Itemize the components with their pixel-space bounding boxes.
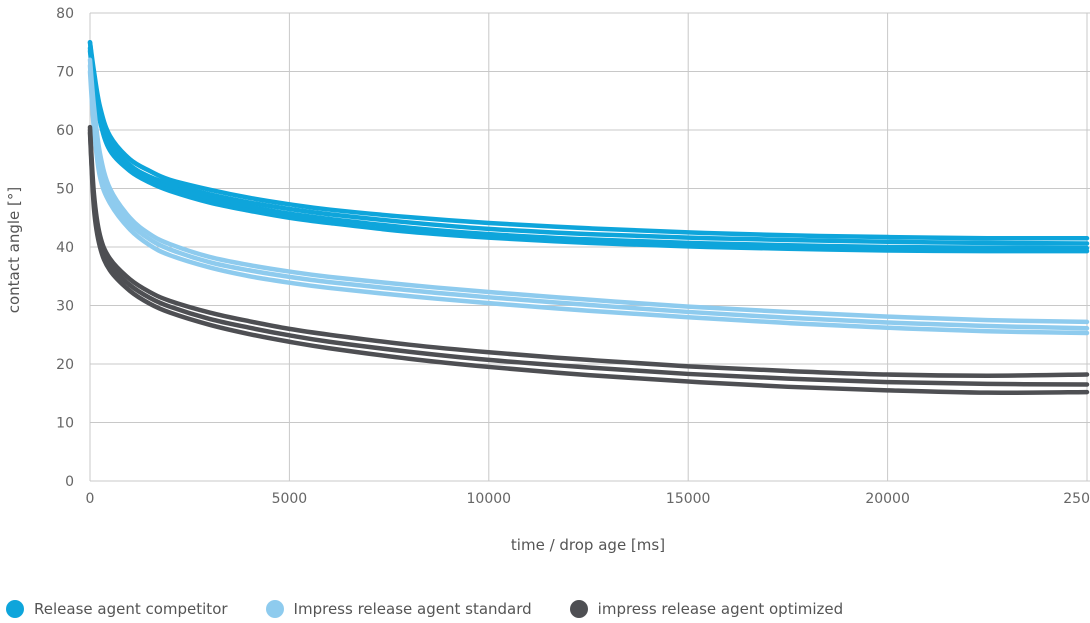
legend-dot-icon xyxy=(6,600,24,618)
y-axis-label: contact angle [°] xyxy=(5,187,23,314)
tick-labels: 0 10 20 30 40 50 60 70 80 0 5000 10000 15000 20000 250 xyxy=(56,6,1090,507)
legend-item: Release agent competitor xyxy=(6,600,228,618)
series-line xyxy=(87,130,1090,395)
series-line xyxy=(87,124,1090,378)
x-tick-label: 15000 xyxy=(666,491,711,507)
x-axis-label: time / drop age [ms] xyxy=(511,536,665,554)
y-tick-label: 10 xyxy=(56,416,74,432)
legend-item: impress release agent optimized xyxy=(569,600,844,618)
x-tick-label: 5000 xyxy=(272,491,308,507)
legend-dot-icon xyxy=(265,600,284,618)
y-tick-label: 70 xyxy=(56,65,74,81)
series-2 xyxy=(87,124,1090,395)
series-1 xyxy=(87,57,1090,336)
y-tick-label: 80 xyxy=(56,6,74,22)
series-line xyxy=(87,40,1090,241)
series-line xyxy=(87,69,1090,336)
series-line xyxy=(87,127,1090,387)
y-tick-label: 50 xyxy=(56,182,74,198)
y-tick-label: 20 xyxy=(56,357,74,373)
x-tick-label: 0 xyxy=(86,491,95,507)
series-0 xyxy=(87,40,1090,254)
y-tick-label: 0 xyxy=(65,474,74,490)
legend-item: Impress release agent standard xyxy=(265,600,532,618)
x-tick-label: 250 xyxy=(1063,491,1090,507)
y-tick-label: 30 xyxy=(56,299,74,315)
series-line xyxy=(87,48,1090,254)
series-line xyxy=(87,63,1090,331)
legend-label: Release agent competitor xyxy=(34,600,228,618)
series-layer xyxy=(87,40,1090,395)
y-tick-label: 60 xyxy=(56,123,74,139)
x-tick-label: 20000 xyxy=(865,491,910,507)
legend: Release agent competitor Impress release … xyxy=(6,600,881,618)
series-line xyxy=(87,40,1090,246)
legend-label: impress release agent optimized xyxy=(597,600,844,618)
series-line xyxy=(87,57,1090,325)
contact-angle-chart: 0 10 20 30 40 50 60 70 80 0 5000 10000 15000 20000 250… xyxy=(5,6,1090,554)
legend-dot-icon xyxy=(569,600,588,618)
legend-label: Impress release agent standard xyxy=(293,600,532,618)
x-tick-label: 10000 xyxy=(467,491,512,507)
series-line xyxy=(87,45,1090,251)
y-tick-label: 40 xyxy=(56,240,74,256)
